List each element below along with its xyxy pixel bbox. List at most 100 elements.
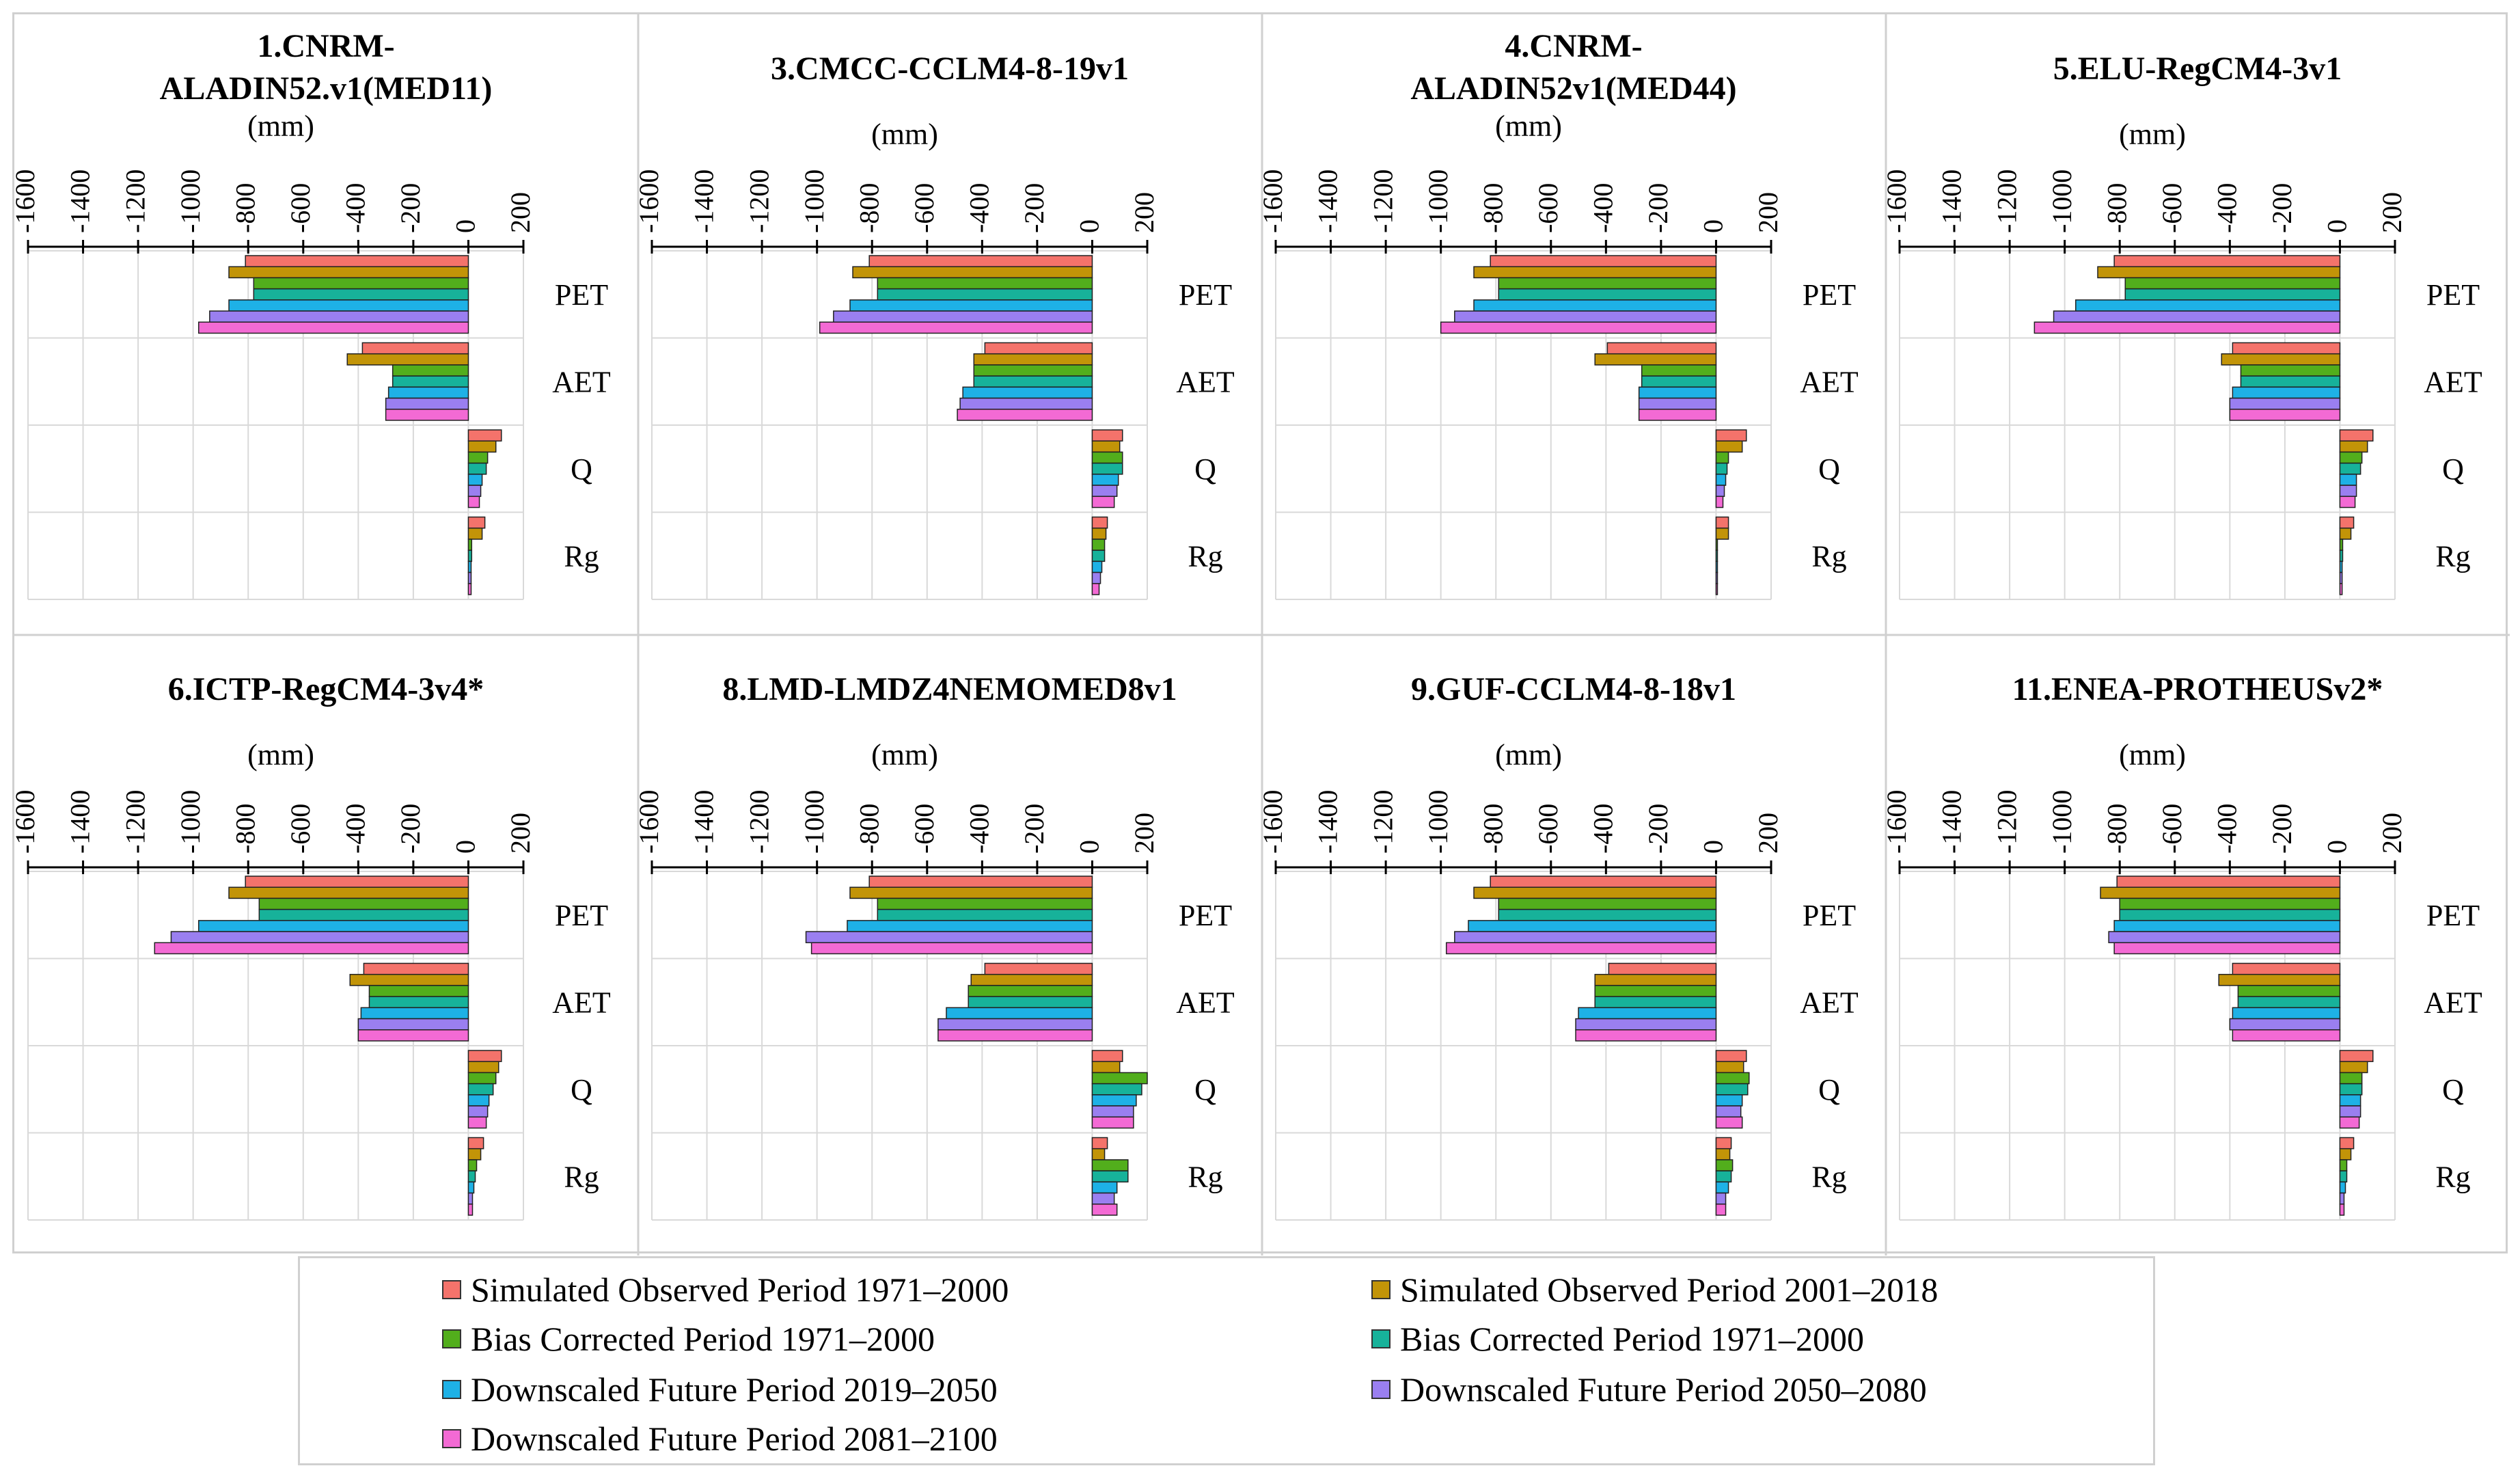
bar bbox=[467, 1204, 474, 1216]
bar bbox=[467, 1192, 474, 1205]
bar bbox=[2124, 288, 2341, 301]
bar bbox=[2339, 1094, 2361, 1107]
bar bbox=[2119, 897, 2341, 910]
x-tick-label: -1600 bbox=[1257, 790, 1288, 854]
bar bbox=[1715, 1192, 1727, 1205]
x-tick-label: -600 bbox=[909, 804, 940, 854]
bar bbox=[197, 321, 469, 334]
category-label: PET bbox=[2426, 899, 2480, 932]
bar bbox=[957, 409, 1093, 421]
bar bbox=[2339, 474, 2357, 486]
bar bbox=[1091, 1094, 1137, 1107]
category-label: AET bbox=[1800, 365, 1859, 398]
chart-title-line: ALADIN52.v1(MED11) bbox=[160, 70, 493, 107]
bar bbox=[973, 353, 1093, 366]
x-tick-label: -400 bbox=[964, 804, 995, 854]
bar bbox=[1715, 429, 1747, 442]
bar bbox=[1091, 549, 1106, 562]
bar bbox=[1091, 462, 1123, 475]
category-label: Rg bbox=[1188, 1160, 1222, 1193]
bar bbox=[2339, 462, 2361, 475]
bar bbox=[392, 364, 469, 377]
category-label: Rg bbox=[2435, 539, 2470, 573]
chart-grid-frame: 1.CNRM-ALADIN52.v1(MED11) (mm) -1600 -1400-… bbox=[12, 12, 2510, 1256]
x-tick-label: -800 bbox=[2101, 804, 2132, 854]
x-tick-label: -200 bbox=[395, 183, 426, 233]
bar bbox=[1498, 908, 1717, 921]
x-tick-label: 0 bbox=[2322, 840, 2353, 854]
category-label: Q bbox=[1194, 452, 1216, 486]
bar bbox=[467, 1159, 478, 1171]
x-tick-label: -800 bbox=[1477, 183, 1508, 233]
x-tick-label: -1400 bbox=[65, 169, 96, 233]
bar bbox=[170, 931, 469, 944]
legend-swatch-3 bbox=[442, 1329, 461, 1348]
bar bbox=[2229, 1018, 2341, 1031]
legend-item: Bias Corrected Period 1971–2000 bbox=[442, 1318, 935, 1359]
x-tick-label: -200 bbox=[395, 804, 426, 854]
x-tick-label: -1000 bbox=[2046, 169, 2077, 233]
chart-panel: 4.CNRM- ALADIN52v1(MED44)(mm) -1600 -1400 -1… bbox=[1257, 28, 1859, 600]
bar bbox=[2339, 571, 2343, 584]
x-tick-label: 200 bbox=[1753, 813, 1783, 854]
x-tick-label: -200 bbox=[1643, 804, 1673, 854]
x-tick-label: 200 bbox=[2377, 813, 2407, 854]
bar bbox=[984, 342, 1093, 355]
category-label: Rg bbox=[1188, 539, 1222, 573]
bar bbox=[1715, 440, 1743, 453]
bar bbox=[937, 1018, 1093, 1031]
bar bbox=[1091, 451, 1123, 464]
bar bbox=[2339, 1170, 2348, 1183]
bar bbox=[467, 1181, 475, 1194]
bar bbox=[2339, 1148, 2352, 1161]
x-tick-label: -200 bbox=[2266, 183, 2297, 233]
x-tick-label: -800 bbox=[230, 804, 260, 854]
legend-label-1: Simulated Observed Period 1971–2000 bbox=[471, 1271, 1009, 1309]
bar bbox=[253, 288, 469, 301]
bar bbox=[1715, 1181, 1729, 1194]
bar bbox=[1091, 1192, 1115, 1205]
x-tick-label: -400 bbox=[1588, 183, 1619, 233]
legend-swatch-6 bbox=[1371, 1380, 1391, 1399]
bar bbox=[1715, 496, 1724, 508]
chart-title-line: 8.LMD-LMDZ4NEMOMED8v1 bbox=[722, 671, 1177, 707]
x-tick-label: -1200 bbox=[1367, 169, 1398, 233]
bar bbox=[2108, 931, 2341, 944]
category-label: Rg bbox=[564, 1160, 599, 1193]
x-tick-label: -600 bbox=[2156, 804, 2187, 854]
x-tick-label: 0 bbox=[2322, 219, 2353, 233]
charts-svg: 1.CNRM-ALADIN52.v1(MED11)(mm)-1600 -1400-… bbox=[14, 14, 2510, 1256]
bar bbox=[1091, 571, 1101, 584]
unit-label: (mm) bbox=[1495, 109, 1562, 143]
bar bbox=[228, 299, 469, 312]
chart-title-line: 11.ENEA-PROTHEUSv2* bbox=[2012, 671, 2383, 707]
bar bbox=[833, 310, 1093, 323]
bar bbox=[258, 897, 469, 910]
bar bbox=[2221, 353, 2341, 366]
bar bbox=[467, 1050, 502, 1062]
x-tick-label: -400 bbox=[964, 183, 995, 233]
chart-panel: 5.ELU-RegCM4-3v1 (mm) -1600 -1400 -1200 -1000… bbox=[1881, 51, 2482, 600]
bar bbox=[1091, 1181, 1118, 1194]
bar bbox=[973, 364, 1093, 377]
x-tick-label: -1400 bbox=[1936, 790, 1967, 854]
x-tick-label: -1200 bbox=[120, 169, 150, 233]
x-tick-label: 0 bbox=[450, 840, 481, 854]
x-tick-label: -1000 bbox=[175, 169, 206, 233]
category-label: PET bbox=[1179, 899, 1232, 932]
bar bbox=[1715, 527, 1729, 540]
bar bbox=[1498, 288, 1717, 301]
bar bbox=[1638, 397, 1717, 410]
bar bbox=[467, 583, 472, 595]
bar bbox=[1445, 942, 1717, 955]
bar bbox=[1575, 1018, 1717, 1031]
bar bbox=[1715, 1204, 1727, 1216]
bar bbox=[2113, 920, 2341, 932]
bar bbox=[2339, 583, 2343, 595]
category-label: AET bbox=[2424, 365, 2482, 398]
bar bbox=[2113, 255, 2341, 267]
bar bbox=[1091, 583, 1100, 595]
category-label: PET bbox=[1179, 278, 1232, 312]
chart-title-line: ALADIN52v1(MED44) bbox=[1410, 70, 1736, 107]
bar bbox=[2232, 386, 2341, 399]
